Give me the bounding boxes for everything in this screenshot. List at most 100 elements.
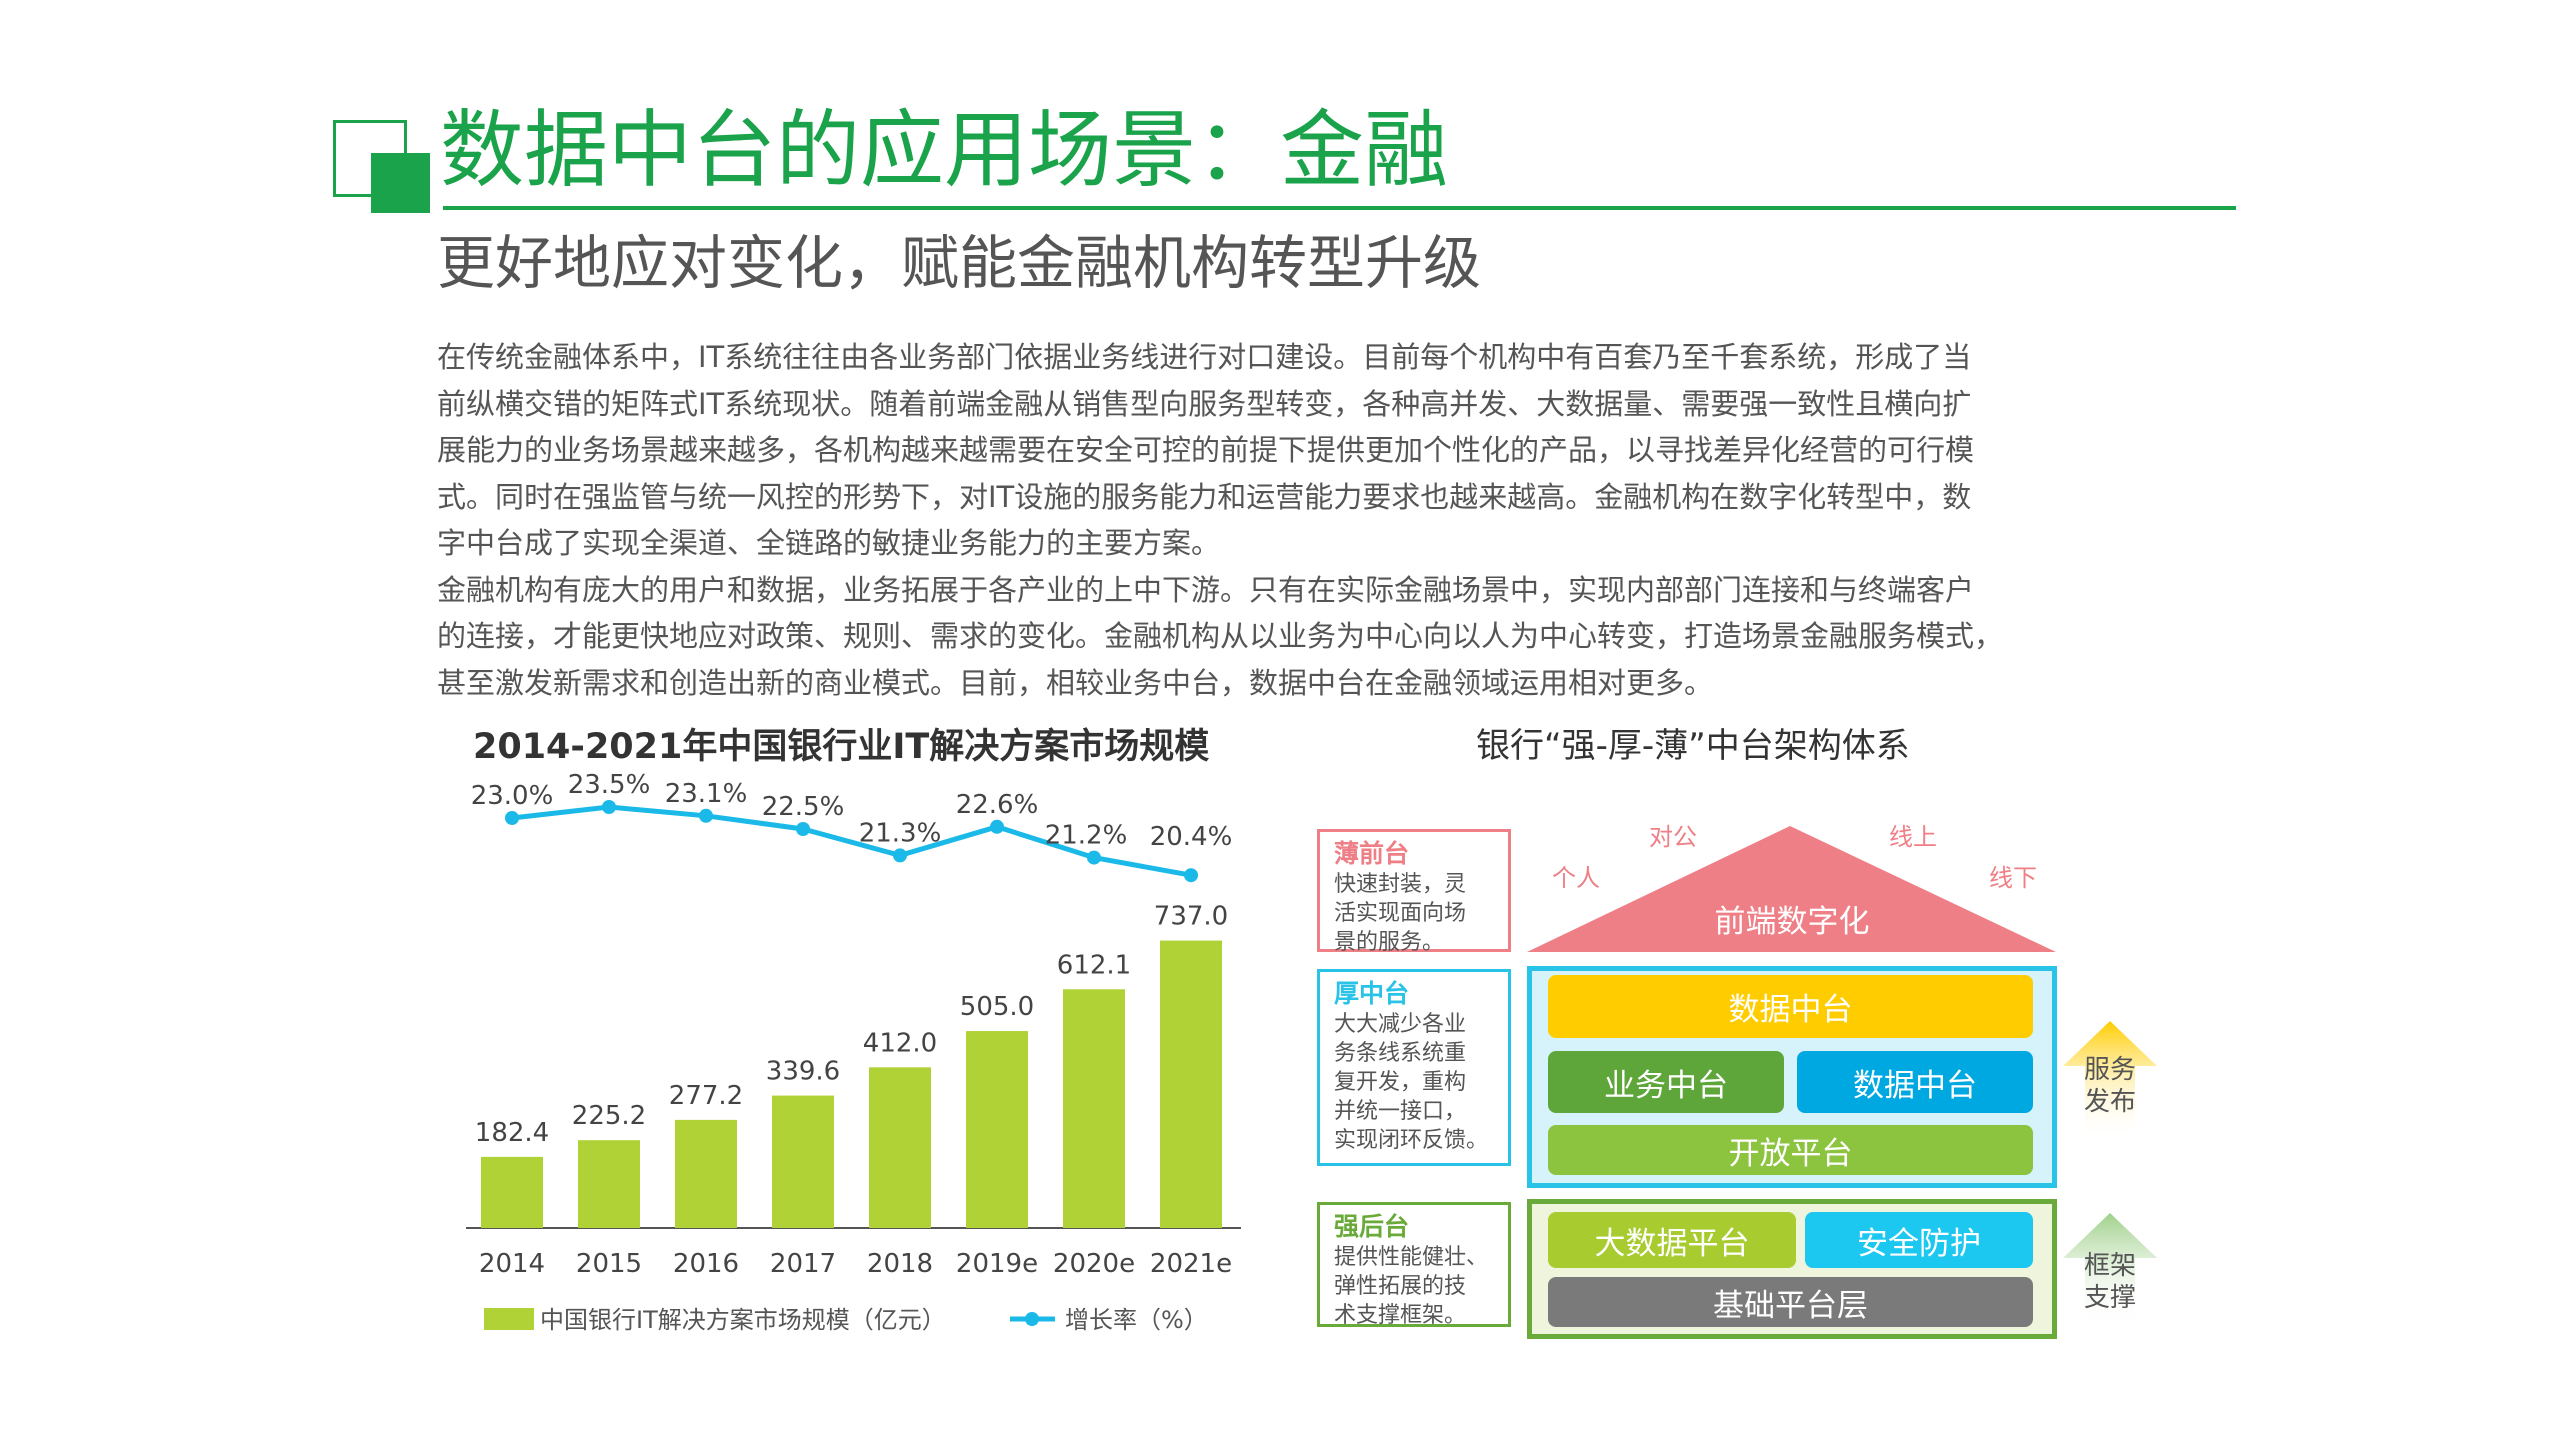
base-platform-block: 基础平台层	[1548, 1277, 2033, 1327]
desc-line: 务条线系统重	[1334, 1041, 1467, 1066]
growth-value-label: 23.1%	[665, 779, 748, 809]
front-desc-box: 薄前台 快速封装，灵 活实现面向场 景的服务。	[1317, 829, 1511, 955]
bar	[966, 1031, 1028, 1228]
desc-line: 并统一接口，	[1334, 1099, 1467, 1124]
tag-corporate: 对公	[1649, 823, 1697, 851]
body-text: 在传统金融体系中，IT系统往往由各业务部门依据业务线进行对口建设。目前每个机构中…	[437, 334, 2003, 706]
growth-point	[796, 822, 810, 836]
x-tick-label: 2017	[770, 1249, 836, 1279]
desc-line: 提供性能健壮、	[1334, 1245, 1489, 1270]
growth-point	[602, 800, 616, 814]
desc-line: 实现闭环反馈。	[1334, 1128, 1489, 1153]
x-tick-label: 2016	[673, 1249, 739, 1279]
paragraph: 金融机构有庞大的用户和数据，业务拓展于各产业的上中下游。只有在实际金融场景中，实…	[437, 567, 2003, 707]
desc-line: 快速封装，灵	[1334, 872, 1467, 897]
bar	[675, 1119, 737, 1228]
x-tick-label: 2018	[867, 1249, 933, 1279]
desc-line: 复开发，重构	[1334, 1070, 1467, 1095]
desc-line: 大大减少各业	[1334, 1012, 1467, 1037]
bar	[1160, 940, 1222, 1228]
growth-value-label: 20.4%	[1150, 822, 1233, 852]
bar	[869, 1067, 931, 1228]
bar-value-label: 225.2	[572, 1101, 646, 1131]
desc-line: 弹性拓展的技	[1334, 1274, 1467, 1299]
security-block: 安全防护	[1805, 1212, 2033, 1268]
legend-bar-label: 中国银行IT解决方案市场规模（亿元）	[540, 1306, 946, 1334]
front-desc: 快速封装，灵 活实现面向场 景的服务。	[1334, 870, 1494, 957]
page-title: 数据中台的应用场景：金融	[440, 101, 1449, 199]
paragraph: 在传统金融体系中，IT系统往往由各业务部门依据业务线进行对口建设。目前每个机构中…	[437, 334, 2003, 567]
bar	[481, 1156, 543, 1228]
growth-point	[505, 811, 519, 825]
growth-point	[893, 848, 907, 863]
paragraph-line: 前纵横交错的矩阵式IT系统现状。随着前端金融从销售型向服务型转变，各种高并发、大…	[437, 386, 1972, 421]
legend-line-marker	[1025, 1312, 1039, 1326]
growth-point	[1087, 850, 1101, 865]
legend-bar-swatch	[484, 1308, 534, 1330]
data-platform-block-top: 数据中台	[1548, 975, 2033, 1038]
data-platform-block: 数据中台	[1797, 1051, 2033, 1113]
desc-line: 景的服务。	[1334, 930, 1445, 955]
x-tick-label: 2020e	[1053, 1249, 1135, 1279]
service-arrow-icon	[2063, 1021, 2157, 1141]
x-tick-label: 2019e	[956, 1249, 1038, 1279]
legend-line-label: 增长率（%）	[1065, 1306, 1208, 1334]
bar-value-label: 612.1	[1057, 950, 1131, 980]
framework-label: 框架 支撑	[2083, 1251, 2136, 1313]
page-subtitle: 更好地应对变化，赋能金融机构转型升级	[437, 229, 1482, 297]
back-desc-box: 强后台 提供性能健壮、 弹性拓展的技 术支撑框架。	[1317, 1202, 1511, 1330]
bar-value-label: 505.0	[960, 992, 1034, 1022]
diagram-title: 银行“强-厚-薄”中台架构体系	[1476, 726, 1910, 766]
business-platform-block: 业务中台	[1548, 1051, 1784, 1113]
middle-desc-box: 厚中台 大大减少各业 务条线系统重 复开发，重构 并统一接口， 实现闭环反馈。	[1317, 969, 1511, 1166]
growth-value-label: 23.0%	[471, 781, 554, 811]
open-platform-block: 开放平台	[1548, 1125, 2033, 1175]
x-tick-label: 2014	[479, 1249, 545, 1279]
x-tick-label: 2015	[576, 1249, 642, 1279]
growth-point	[990, 819, 1004, 834]
bar	[578, 1140, 640, 1228]
chart-title: 2014-2021年中国银行业IT解决方案市场规模	[473, 727, 1210, 767]
bar-value-label: 277.2	[669, 1081, 743, 1111]
front-roof-triangle	[1527, 826, 2056, 952]
tag-online: 线上	[1889, 823, 1937, 851]
growth-value-label: 21.3%	[859, 818, 942, 848]
bar-value-label: 339.6	[766, 1057, 840, 1087]
growth-point	[1184, 868, 1198, 883]
middle-heading: 厚中台	[1334, 979, 1410, 1008]
bar-value-label: 737.0	[1154, 902, 1228, 932]
market-size-chart: 182.4 2014 225.2 2015 277.2 2016 339.6 2017 412.…	[466, 770, 1241, 1334]
service-label: 服务 发布	[2083, 1055, 2136, 1117]
framework-arrow-icon	[2063, 1213, 2157, 1328]
growth-point	[699, 808, 713, 823]
bar-value-label: 412.0	[863, 1028, 937, 1058]
big-data-platform-block: 大数据平台	[1548, 1212, 1796, 1268]
bar-value-label: 182.4	[475, 1118, 549, 1148]
roof-label: 前端数字化	[1714, 904, 1870, 940]
x-tick-label: 2021e	[1150, 1249, 1232, 1279]
paragraph-line: 字中台成了实现全渠道、全链路的敏捷业务能力的主要方案。	[437, 526, 1221, 560]
middle-desc: 大大减少各业 务条线系统重 复开发，重构 并统一接口， 实现闭环反馈。	[1334, 1010, 1494, 1155]
desc-line: 术支撑框架。	[1334, 1303, 1467, 1328]
paragraph-line: 甚至激发新需求和创造出新的商业模式。目前，相较业务中台，数据中台在金融领域运用相…	[437, 665, 1714, 700]
growth-value-label: 22.5%	[762, 792, 845, 822]
title-decoration-filled	[371, 153, 430, 213]
bar	[1063, 989, 1125, 1228]
back-heading: 强后台	[1334, 1212, 1410, 1241]
front-heading: 薄前台	[1334, 839, 1410, 868]
paragraph-line: 金融机构有庞大的用户和数据，业务拓展于各产业的上中下游。只有在实际金融场景中，实…	[437, 572, 1975, 607]
title-underline	[443, 206, 2236, 210]
tag-offline: 线下	[1989, 864, 2037, 892]
tag-personal: 个人	[1552, 864, 1600, 892]
back-desc: 提供性能健壮、 弹性拓展的技 术支撑框架。	[1334, 1243, 1494, 1330]
growth-value-label: 21.2%	[1045, 821, 1128, 851]
paragraph-line: 式。同时在强监管与统一风控的形势下，对IT设施的服务能力和运营能力要求也越来越高…	[437, 479, 1972, 514]
growth-line	[511, 804, 1192, 878]
paragraph-line: 的连接，才能更快地应对政策、规则、需求的变化。金融机构从以业务为中心向以人为中心…	[437, 619, 2004, 653]
growth-value-label: 22.6%	[956, 790, 1039, 820]
paragraph-line: 展能力的业务场景越来越多，各机构越来越需要在安全可控的前提下提供更加个性化的产品…	[437, 433, 1975, 467]
growth-value-label: 23.5%	[568, 770, 651, 800]
desc-line: 活实现面向场	[1334, 901, 1467, 926]
bar	[772, 1095, 834, 1228]
paragraph-line: 在传统金融体系中，IT系统往往由各业务部门依据业务线进行对口建设。目前每个机构中…	[437, 340, 1972, 374]
